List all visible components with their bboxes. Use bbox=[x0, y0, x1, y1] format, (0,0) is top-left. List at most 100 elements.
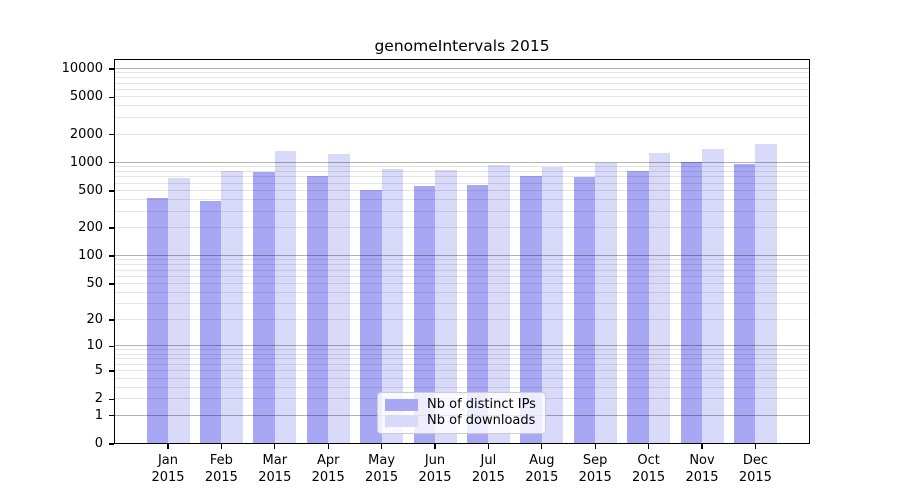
gridline-minor bbox=[114, 88, 810, 90]
gridline-minor bbox=[114, 259, 810, 261]
x-tick-mark bbox=[327, 444, 329, 449]
x-tick-mark bbox=[434, 444, 436, 449]
gridline-minor bbox=[114, 370, 810, 372]
y-tick-mark bbox=[109, 443, 114, 445]
x-tick-label: Sep 2015 bbox=[578, 453, 612, 485]
y-tick-mark bbox=[109, 190, 114, 192]
y-tick-label: 5 bbox=[94, 363, 103, 379]
grid-layer bbox=[114, 59, 810, 444]
bar-distinct-ips-apr bbox=[306, 176, 329, 444]
gridline-minor bbox=[114, 176, 810, 178]
bar-downloads-jul bbox=[488, 164, 510, 444]
x-tick-mark bbox=[541, 444, 543, 449]
legend-item-downloads: Nb of downloads bbox=[385, 414, 537, 428]
bar-downloads-feb bbox=[221, 171, 243, 444]
y-tick-label: 200 bbox=[78, 220, 103, 236]
y-tick-mark bbox=[109, 415, 114, 417]
x-tick-mark bbox=[701, 444, 703, 449]
plot-area bbox=[114, 59, 810, 444]
x-tick-label: Mar 2015 bbox=[258, 453, 292, 485]
gridline-minor bbox=[114, 210, 810, 212]
x-tick-label: Feb 2015 bbox=[204, 453, 238, 485]
x-tick-label: Dec 2015 bbox=[738, 453, 772, 485]
gridline-minor bbox=[114, 264, 810, 266]
gridline-minor bbox=[114, 182, 810, 184]
bar-downloads-may bbox=[381, 169, 404, 444]
gridline-minor bbox=[114, 282, 810, 284]
gridline-minor bbox=[114, 117, 810, 119]
y-tick-label: 1 bbox=[94, 407, 103, 423]
x-tick-mark bbox=[220, 444, 223, 449]
bar-distinct-ips-jun bbox=[413, 186, 435, 444]
y-tick-mark bbox=[109, 227, 114, 229]
gridline-minor bbox=[114, 353, 810, 355]
x-tick-label: Aug 2015 bbox=[525, 453, 559, 485]
y-tick-label: 20 bbox=[86, 312, 103, 328]
x-tick-mark bbox=[487, 444, 490, 449]
legend-label-distinct-ips: Nb of distinct IPs bbox=[427, 397, 536, 412]
gridline-major bbox=[114, 255, 810, 257]
y-tick-mark bbox=[109, 96, 114, 98]
gridline-minor bbox=[114, 105, 810, 107]
gridline-minor bbox=[114, 77, 810, 79]
gridline-minor bbox=[114, 227, 810, 229]
bar-downloads-jun bbox=[435, 170, 457, 444]
legend: Nb of distinct IPs Nb of downloads bbox=[377, 392, 546, 434]
x-tick-label: Jun 2015 bbox=[418, 453, 452, 485]
chart-title: genomeIntervals 2015 bbox=[374, 37, 550, 55]
legend-swatch-distinct-ips bbox=[385, 399, 418, 411]
legend-swatch-downloads bbox=[385, 415, 418, 427]
y-tick-label: 10000 bbox=[61, 61, 103, 76]
gridline-minor bbox=[114, 72, 810, 74]
y-tick-mark bbox=[109, 345, 114, 348]
gridline-minor bbox=[114, 275, 810, 277]
bar-distinct-ips-dec bbox=[733, 164, 756, 444]
y-tick-label: 100 bbox=[78, 248, 103, 264]
x-tick-mark bbox=[754, 444, 757, 449]
y-tick-mark bbox=[109, 255, 114, 257]
y-tick-label: 10 bbox=[86, 338, 103, 354]
y-tick-label: 5000 bbox=[69, 89, 103, 105]
gridline-minor bbox=[114, 303, 810, 305]
bar-distinct-ips-may bbox=[360, 190, 382, 444]
x-tick-label: Jul 2015 bbox=[471, 453, 505, 485]
x-tick-label: Oct 2015 bbox=[632, 453, 666, 485]
bars-layer bbox=[114, 59, 810, 444]
gridline-minor bbox=[114, 363, 810, 365]
gridline-minor bbox=[114, 377, 810, 379]
x-tick-mark bbox=[594, 444, 596, 449]
y-tick-label: 50 bbox=[86, 275, 103, 291]
y-tick-mark bbox=[109, 133, 114, 136]
x-tick-label: Jan 2015 bbox=[151, 453, 185, 485]
x-tick-label: May 2015 bbox=[365, 453, 399, 485]
bar-distinct-ips-nov bbox=[680, 162, 702, 444]
gridline-minor bbox=[114, 170, 810, 172]
bar-downloads-dec bbox=[755, 143, 777, 444]
gridline-minor bbox=[114, 133, 810, 135]
y-tick-label: 2 bbox=[94, 391, 103, 407]
y-tick-label: 1000 bbox=[69, 154, 103, 170]
gridline-major bbox=[114, 68, 810, 69]
gridline-minor bbox=[114, 349, 810, 351]
x-tick-mark bbox=[274, 444, 276, 449]
bar-downloads-aug bbox=[541, 166, 564, 444]
gridline-minor bbox=[114, 82, 810, 84]
bar-distinct-ips-feb bbox=[199, 201, 222, 444]
y-tick-label: 2000 bbox=[69, 126, 103, 142]
x-tick-mark bbox=[380, 444, 383, 449]
bar-downloads-mar bbox=[274, 150, 297, 444]
bar-distinct-ips-jan bbox=[146, 198, 168, 444]
x-tick-label: Nov 2015 bbox=[685, 453, 719, 485]
x-tick-mark bbox=[167, 444, 169, 449]
gridline-minor bbox=[114, 358, 810, 360]
bar-distinct-ips-jul bbox=[466, 185, 489, 444]
legend-label-downloads: Nb of downloads bbox=[427, 413, 536, 428]
gridline-minor bbox=[114, 166, 810, 167]
bar-downloads-apr bbox=[328, 154, 350, 444]
gridline-minor bbox=[114, 291, 810, 293]
y-tick-mark bbox=[109, 398, 114, 400]
x-tick-label: Apr 2015 bbox=[311, 453, 345, 485]
gridline-minor bbox=[114, 199, 810, 200]
y-tick-label: 500 bbox=[78, 182, 103, 198]
